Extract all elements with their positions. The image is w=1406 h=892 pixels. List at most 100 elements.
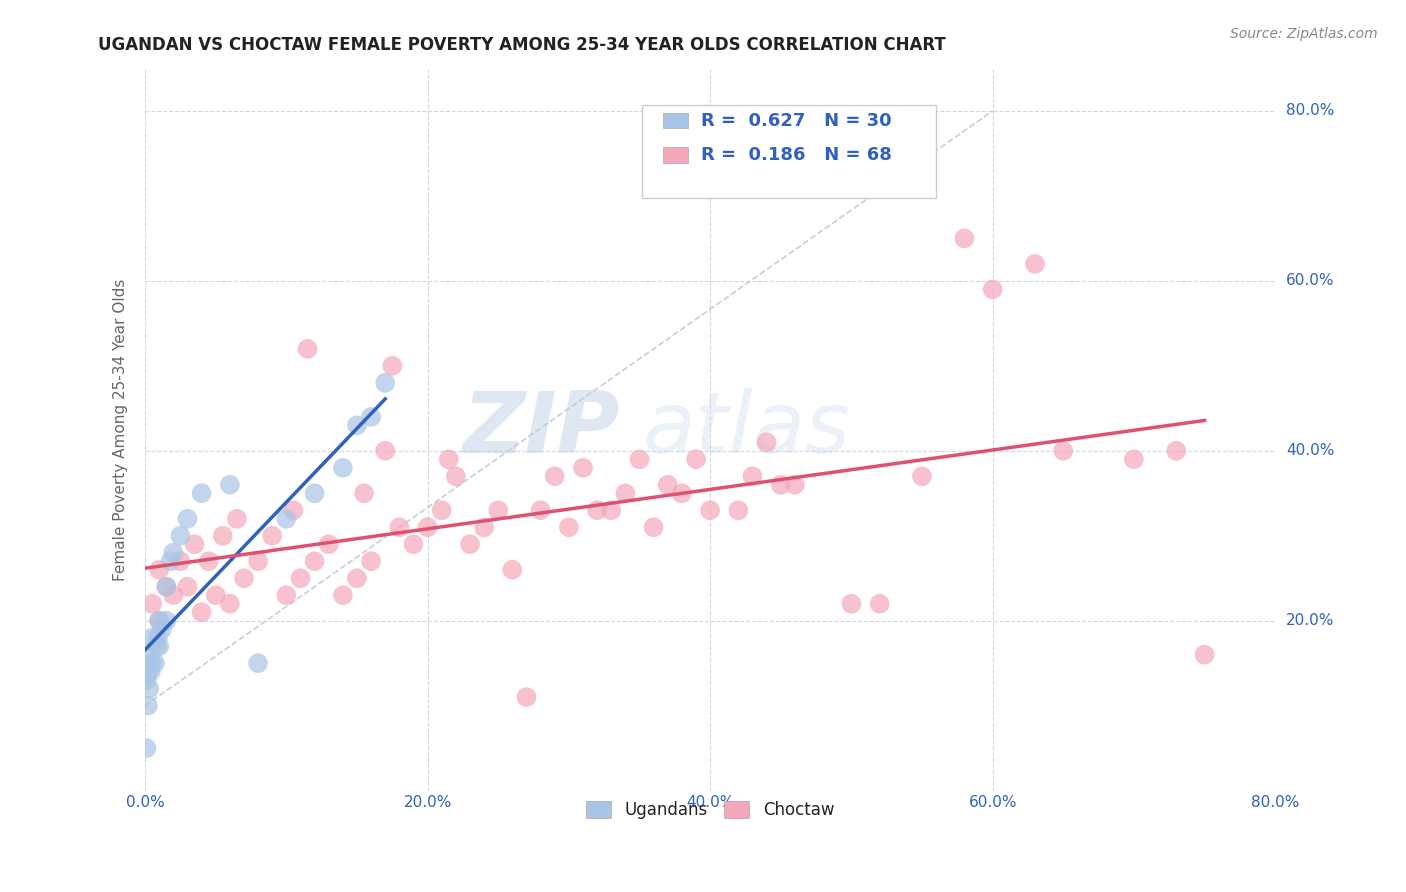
Point bbox=[346, 418, 368, 433]
Point bbox=[769, 477, 792, 491]
Point bbox=[755, 435, 778, 450]
Point bbox=[472, 520, 495, 534]
Point bbox=[138, 681, 160, 696]
Y-axis label: Female Poverty Among 25-34 Year Olds: Female Poverty Among 25-34 Year Olds bbox=[114, 278, 128, 581]
Point bbox=[176, 580, 198, 594]
Text: 20.0%: 20.0% bbox=[1286, 613, 1334, 628]
Point bbox=[283, 503, 305, 517]
Point bbox=[1166, 443, 1188, 458]
Point bbox=[911, 469, 934, 483]
Point bbox=[148, 614, 170, 628]
Point bbox=[297, 342, 319, 356]
Point bbox=[141, 656, 163, 670]
Point bbox=[135, 673, 157, 688]
Text: Source: ZipAtlas.com: Source: ZipAtlas.com bbox=[1230, 27, 1378, 41]
Point bbox=[233, 571, 256, 585]
Point bbox=[204, 588, 226, 602]
Point bbox=[145, 639, 167, 653]
Point bbox=[276, 512, 298, 526]
Point bbox=[247, 554, 270, 568]
Point bbox=[318, 537, 340, 551]
Point bbox=[138, 648, 160, 662]
Point bbox=[346, 571, 368, 585]
Point bbox=[727, 503, 749, 517]
Point bbox=[841, 597, 863, 611]
Point bbox=[148, 614, 170, 628]
Point bbox=[437, 452, 460, 467]
Point bbox=[685, 452, 707, 467]
Point bbox=[643, 520, 665, 534]
Point bbox=[135, 741, 157, 756]
Point bbox=[190, 605, 212, 619]
Text: 60.0%: 60.0% bbox=[1286, 273, 1334, 288]
Point bbox=[225, 512, 247, 526]
Text: ZIP: ZIP bbox=[463, 388, 620, 471]
Point bbox=[304, 486, 326, 500]
Point bbox=[374, 376, 396, 390]
Point bbox=[444, 469, 467, 483]
Point bbox=[176, 512, 198, 526]
Point bbox=[183, 537, 205, 551]
Point bbox=[146, 631, 169, 645]
Point bbox=[155, 580, 177, 594]
Text: 40.0%: 40.0% bbox=[1286, 443, 1334, 458]
Point bbox=[501, 563, 523, 577]
Point bbox=[148, 563, 170, 577]
Point bbox=[1194, 648, 1216, 662]
Point bbox=[360, 554, 382, 568]
Point bbox=[953, 231, 976, 245]
Point bbox=[162, 546, 184, 560]
Point bbox=[211, 529, 233, 543]
Point bbox=[374, 443, 396, 458]
Point bbox=[141, 597, 163, 611]
Point bbox=[276, 588, 298, 602]
Point bbox=[741, 469, 763, 483]
Point bbox=[162, 588, 184, 602]
Text: UGANDAN VS CHOCTAW FEMALE POVERTY AMONG 25-34 YEAR OLDS CORRELATION CHART: UGANDAN VS CHOCTAW FEMALE POVERTY AMONG … bbox=[98, 36, 946, 54]
Point bbox=[416, 520, 439, 534]
Point bbox=[218, 597, 240, 611]
Text: atlas: atlas bbox=[643, 388, 851, 471]
Point bbox=[1024, 257, 1046, 271]
Text: 80.0%: 80.0% bbox=[1286, 103, 1334, 119]
Point bbox=[657, 477, 679, 491]
Point bbox=[402, 537, 425, 551]
Point bbox=[155, 580, 177, 594]
Point bbox=[169, 529, 191, 543]
Text: R =  0.186   N = 68: R = 0.186 N = 68 bbox=[702, 146, 891, 164]
Bar bbox=[662, 112, 688, 128]
Point bbox=[515, 690, 537, 705]
Point bbox=[699, 503, 721, 517]
Point bbox=[150, 622, 173, 636]
Point bbox=[430, 503, 453, 517]
Point bbox=[783, 477, 806, 491]
Point bbox=[304, 554, 326, 568]
Point bbox=[139, 665, 162, 679]
Point bbox=[628, 452, 651, 467]
Point bbox=[360, 409, 382, 424]
Point bbox=[530, 503, 553, 517]
Legend: Ugandans, Choctaw: Ugandans, Choctaw bbox=[579, 794, 841, 826]
Point bbox=[262, 529, 284, 543]
Point bbox=[218, 477, 240, 491]
Point bbox=[247, 656, 270, 670]
Point bbox=[190, 486, 212, 500]
Point bbox=[558, 520, 581, 534]
Point bbox=[671, 486, 693, 500]
Text: R =  0.627   N = 30: R = 0.627 N = 30 bbox=[702, 112, 891, 129]
Bar bbox=[662, 147, 688, 163]
Point bbox=[586, 503, 609, 517]
Point bbox=[1052, 443, 1074, 458]
Point bbox=[136, 698, 159, 713]
Point bbox=[141, 631, 163, 645]
Point bbox=[143, 656, 166, 670]
Point bbox=[155, 614, 177, 628]
Point bbox=[981, 282, 1004, 296]
Point bbox=[869, 597, 891, 611]
Point bbox=[353, 486, 375, 500]
Point bbox=[486, 503, 509, 517]
Point bbox=[572, 460, 595, 475]
Bar bbox=[643, 104, 936, 199]
Point bbox=[381, 359, 404, 373]
Point bbox=[197, 554, 219, 568]
